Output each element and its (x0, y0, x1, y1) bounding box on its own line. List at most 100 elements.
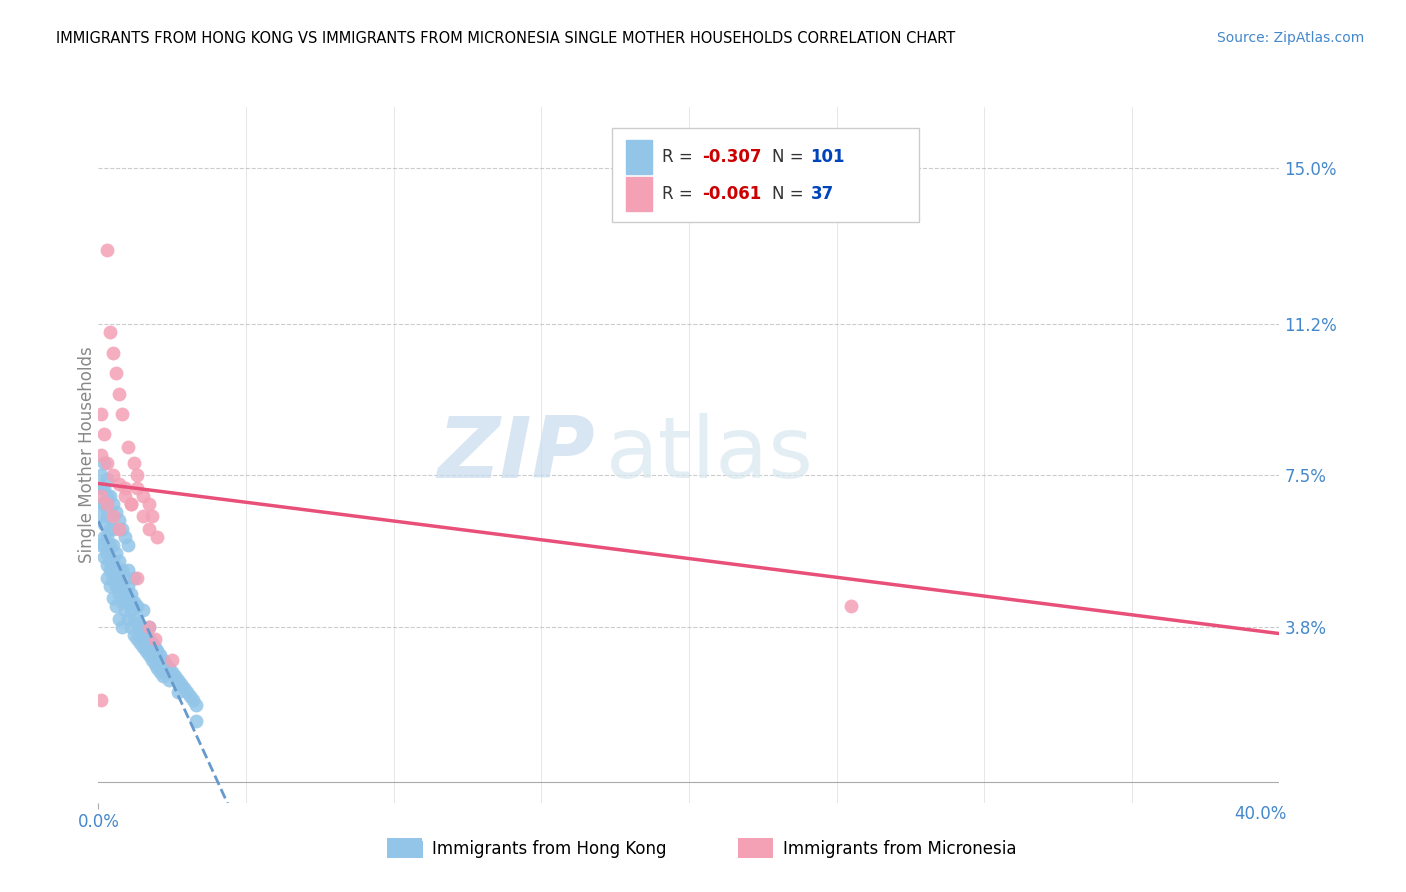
Point (111, 579, 134, 593)
Point (173, 681, 195, 696)
Point (105, 579, 128, 593)
Point (138, 648, 160, 663)
Point (125, 481, 148, 495)
Point (132, 489, 155, 503)
Point (96, 473, 118, 487)
Point (96, 571, 118, 585)
Point (117, 612, 139, 626)
Point (162, 665, 183, 679)
Point (90, 448, 112, 462)
Point (108, 513, 131, 527)
Text: Source: ZipAtlas.com: Source: ZipAtlas.com (1216, 31, 1364, 45)
Text: IMMIGRANTS FROM HONG KONG VS IMMIGRANTS FROM MICRONESIA SINGLE MOTHER HOUSEHOLDS: IMMIGRANTS FROM HONG KONG VS IMMIGRANTS … (56, 31, 956, 46)
Point (111, 562, 134, 576)
Point (120, 497, 142, 511)
Text: ZIP: ZIP (437, 413, 595, 497)
Point (98, 522, 121, 536)
Point (90, 509, 112, 524)
Point (152, 661, 174, 675)
Point (114, 481, 136, 495)
Point (138, 497, 160, 511)
Point (120, 587, 142, 601)
Point (141, 636, 163, 650)
Point (114, 489, 136, 503)
Point (103, 538, 125, 552)
Point (90, 407, 112, 421)
Point (93, 481, 115, 495)
Point (165, 669, 187, 683)
Point (117, 440, 139, 454)
Point (114, 603, 136, 617)
Point (105, 599, 128, 614)
Point (93, 456, 115, 470)
Point (105, 546, 128, 560)
Point (96, 244, 118, 258)
Point (146, 644, 169, 658)
Point (128, 620, 150, 634)
Y-axis label: Single Mother Households: Single Mother Households (79, 347, 96, 563)
Point (120, 603, 142, 617)
Point (105, 366, 128, 380)
Point (90, 468, 112, 483)
Point (117, 538, 139, 552)
Point (122, 571, 145, 585)
FancyBboxPatch shape (612, 128, 920, 222)
Point (96, 546, 118, 560)
Point (146, 644, 169, 658)
Point (96, 456, 118, 470)
Point (122, 628, 145, 642)
Point (114, 571, 136, 585)
Point (141, 652, 163, 666)
Point (90, 481, 112, 495)
Point (167, 673, 190, 687)
Point (108, 522, 131, 536)
Point (98, 538, 121, 552)
Point (125, 599, 148, 614)
Point (162, 652, 183, 666)
Point (90, 538, 112, 552)
Point (98, 489, 121, 503)
Point (141, 509, 163, 524)
Point (157, 673, 180, 687)
Point (103, 571, 125, 585)
Point (120, 620, 142, 634)
Point (143, 632, 166, 646)
Text: 37: 37 (811, 185, 834, 203)
Point (181, 693, 204, 707)
Point (146, 661, 169, 675)
Point (157, 661, 180, 675)
Point (103, 522, 125, 536)
Text: N =: N = (772, 148, 808, 166)
Point (117, 579, 139, 593)
Point (90, 693, 112, 707)
Point (111, 595, 134, 609)
Point (96, 497, 118, 511)
Text: -0.061: -0.061 (702, 185, 761, 203)
Text: N =: N = (772, 185, 808, 203)
Point (96, 489, 118, 503)
Text: Immigrants from Hong Kong: Immigrants from Hong Kong (432, 840, 666, 858)
Point (105, 505, 128, 519)
Point (90, 497, 112, 511)
Point (149, 648, 172, 663)
Point (117, 595, 139, 609)
Point (114, 530, 136, 544)
Point (108, 554, 131, 568)
Point (135, 644, 157, 658)
Point (103, 497, 125, 511)
Point (135, 628, 157, 642)
Point (167, 685, 190, 699)
Point (179, 690, 201, 704)
Point (176, 685, 198, 699)
Point (96, 558, 118, 573)
Point (111, 522, 134, 536)
Point (114, 587, 136, 601)
Point (132, 509, 155, 524)
Point (98, 325, 121, 339)
Point (108, 571, 131, 585)
Text: 101: 101 (811, 148, 845, 166)
Point (152, 652, 174, 666)
Point (146, 530, 169, 544)
Point (103, 591, 125, 606)
Point (93, 427, 115, 442)
